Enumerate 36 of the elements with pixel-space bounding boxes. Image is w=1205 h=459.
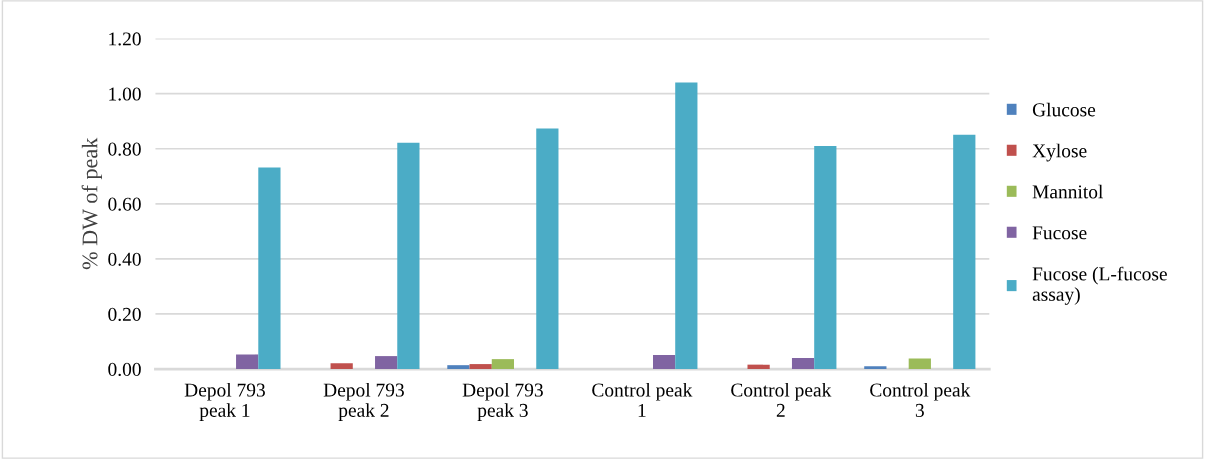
bar bbox=[447, 365, 470, 370]
bar bbox=[675, 82, 698, 370]
y-tick-label: 0.60 bbox=[108, 197, 141, 211]
legend-label: Fucose (L-fucose assay) bbox=[1032, 266, 1167, 305]
y-tick-label: 1.00 bbox=[109, 87, 141, 101]
bar bbox=[375, 356, 398, 370]
bar bbox=[953, 134, 976, 370]
x-tick-label: Control peak 3 bbox=[870, 382, 971, 417]
bar bbox=[864, 366, 887, 370]
legend-label: Fucose bbox=[1032, 226, 1087, 240]
bar bbox=[397, 142, 420, 370]
bar bbox=[469, 364, 492, 370]
bar bbox=[652, 354, 676, 370]
y-tick-label: 1.20 bbox=[109, 32, 141, 46]
bar bbox=[330, 363, 353, 370]
y-tick-label: 0.20 bbox=[108, 307, 141, 321]
y-tick-label: 0.80 bbox=[108, 142, 141, 156]
x-tick-label: Control peak 2 bbox=[731, 382, 832, 417]
legend-label: Xylose bbox=[1032, 143, 1087, 162]
bar bbox=[258, 167, 281, 370]
x-tick-label: Depol 793 peak 1 bbox=[184, 382, 265, 421]
y-axis-title: % DW of peak bbox=[81, 137, 102, 270]
legend-label: Glucose bbox=[1032, 102, 1096, 117]
y-tick-label: 0.40 bbox=[108, 252, 141, 266]
bar bbox=[236, 354, 259, 370]
bar bbox=[814, 145, 837, 370]
x-tick-label: Control peak 1 bbox=[592, 382, 693, 417]
bar bbox=[536, 128, 559, 370]
x-tick-label: Depol 793 peak 3 bbox=[462, 382, 543, 421]
bar bbox=[908, 358, 931, 370]
legend-label: Mannitol bbox=[1032, 184, 1103, 199]
x-tick-label: Depol 793 peak 2 bbox=[323, 382, 404, 421]
bar bbox=[791, 358, 815, 370]
bar bbox=[491, 359, 514, 370]
bar bbox=[747, 364, 770, 370]
y-tick-label: 0.00 bbox=[108, 362, 141, 377]
